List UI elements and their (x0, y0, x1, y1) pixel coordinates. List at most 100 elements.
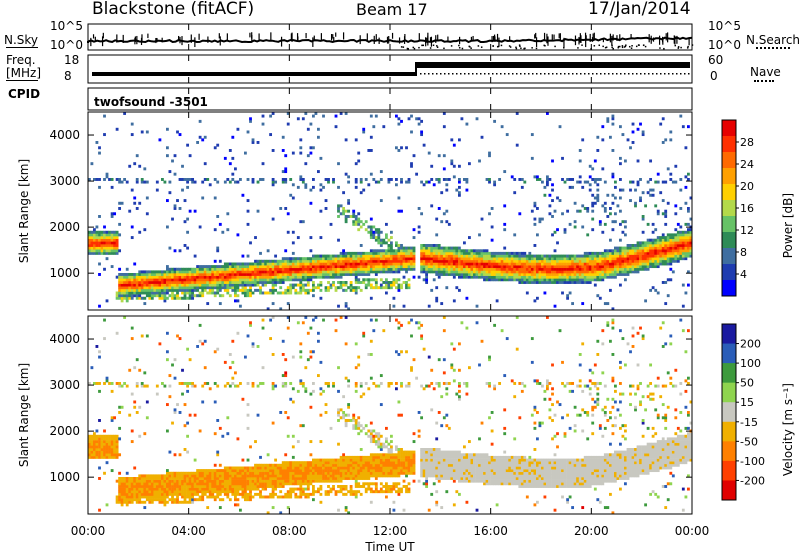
velocity-cell (88, 448, 91, 451)
power-cell (566, 270, 570, 274)
power-cell (629, 180, 632, 184)
velocity-cell (123, 382, 127, 385)
power-cell (291, 262, 295, 266)
power-cell (324, 288, 328, 292)
power-cell (309, 270, 313, 274)
power-cell (281, 259, 285, 263)
power-cell (656, 257, 660, 261)
nsky-spike (226, 33, 228, 41)
power-cell (616, 267, 620, 271)
power-cell (593, 201, 597, 205)
power-cell (636, 262, 640, 266)
power-cell (631, 254, 635, 258)
velocity-cell (155, 474, 159, 478)
power-cell (551, 278, 554, 282)
nsky-spike (134, 36, 137, 42)
velocity-cell (231, 360, 235, 364)
nsearch-dot (480, 46, 483, 48)
velocity-cell (271, 487, 275, 491)
velocity-cell (231, 487, 235, 491)
velocity-heatmap (88, 316, 693, 515)
power-cell (611, 251, 615, 255)
velocity-cell (173, 479, 177, 483)
velocity-cell (193, 474, 197, 478)
power-cell (183, 281, 187, 284)
power-cell (616, 254, 620, 258)
velocity-cell (203, 469, 207, 473)
velocity-cell (234, 477, 237, 480)
velocity-cell (188, 500, 192, 504)
power-cell (259, 275, 262, 279)
power-cell (573, 273, 577, 276)
power-cell (339, 283, 343, 287)
velocity-cell (266, 495, 270, 499)
power-cell (118, 201, 122, 205)
velocity-cell (171, 477, 174, 480)
velocity-cell (259, 479, 262, 483)
power-cell (505, 251, 509, 255)
power-cell (374, 278, 378, 282)
power-cell (674, 204, 678, 208)
power-cell (334, 275, 338, 279)
power-cell (339, 281, 343, 284)
power-cell (556, 281, 559, 284)
power-cell (611, 275, 615, 279)
velocity-cell (221, 487, 225, 491)
velocity-cell (123, 490, 127, 494)
velocity-cell (301, 492, 305, 496)
power-cell (359, 259, 363, 263)
power-cell (271, 278, 275, 282)
velocity-cell (93, 432, 96, 436)
power-cell (377, 265, 381, 269)
power-cell (113, 238, 117, 242)
power-cell (452, 246, 456, 250)
power-cell (473, 267, 476, 271)
power-cell (186, 180, 190, 184)
power-cell (291, 257, 295, 261)
power-cell (95, 244, 99, 247)
power-cell (644, 251, 648, 255)
velocity-cell (251, 345, 255, 348)
power-cell (269, 291, 273, 295)
velocity-cell (115, 455, 119, 459)
power-cell (563, 180, 567, 184)
power-cell (473, 257, 476, 261)
velocity-cell (181, 471, 184, 475)
velocity-cell (186, 477, 190, 480)
power-cell (173, 154, 177, 158)
power-cell (553, 262, 557, 266)
power-cell (110, 215, 114, 218)
power-cell (513, 265, 517, 269)
velocity-cell (166, 331, 169, 335)
velocity-cell (173, 482, 177, 486)
power-cell (236, 267, 240, 271)
power-cell (256, 288, 260, 292)
velocity-cell (150, 495, 154, 499)
power-cell (103, 233, 106, 237)
velocity-cell (115, 448, 119, 451)
velocity-cell (140, 490, 144, 494)
power-cell (128, 273, 132, 276)
velocity-cell (291, 463, 295, 467)
power-cell (480, 251, 484, 255)
power-cell (681, 230, 685, 234)
power-cell (359, 254, 363, 258)
velocity-cell (143, 492, 147, 496)
power-cell (490, 238, 494, 242)
power-cell (417, 225, 421, 229)
power-cell (533, 262, 537, 266)
power-cell (133, 196, 137, 200)
power-cell (513, 278, 517, 282)
power-cell (586, 262, 590, 266)
velocity-cell (249, 471, 252, 475)
velocity-cell (259, 466, 262, 470)
power-cell (221, 283, 225, 287)
power-cell (168, 275, 172, 279)
velocity-cell (246, 485, 250, 488)
power-cell (244, 281, 247, 284)
power-cell (236, 273, 240, 276)
power-cell (465, 180, 469, 184)
power-cell (390, 286, 393, 290)
velocity-cell (251, 342, 255, 346)
power-cell (95, 230, 99, 234)
